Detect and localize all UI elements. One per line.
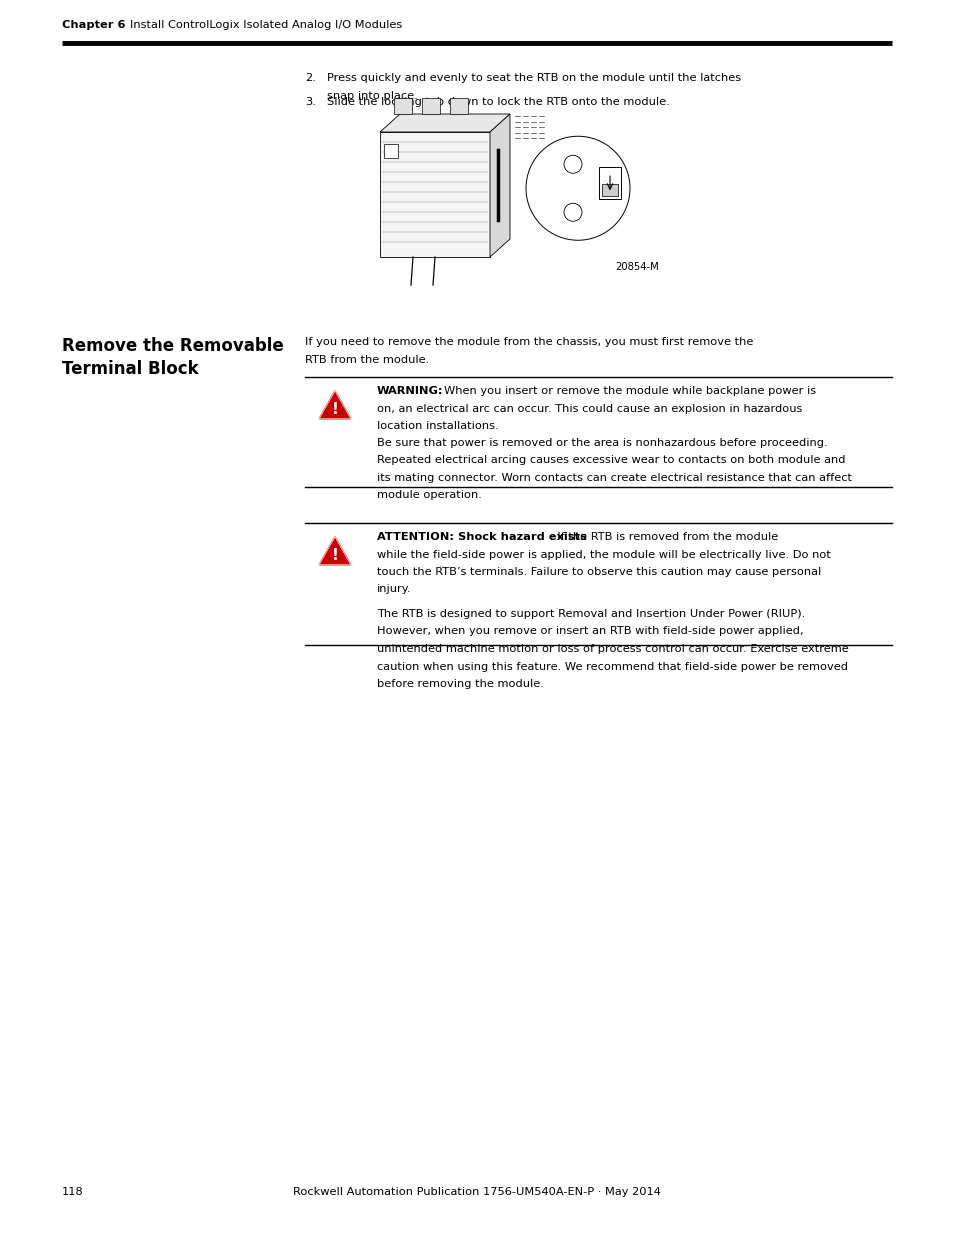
FancyBboxPatch shape <box>450 98 468 114</box>
Text: before removing the module.: before removing the module. <box>376 679 543 689</box>
Text: snap into place.: snap into place. <box>327 91 417 101</box>
Polygon shape <box>379 114 510 132</box>
Text: 20854-M: 20854-M <box>615 262 659 272</box>
FancyBboxPatch shape <box>421 98 439 114</box>
Text: 2.: 2. <box>305 73 315 83</box>
Text: module operation.: module operation. <box>376 490 481 500</box>
FancyBboxPatch shape <box>394 98 412 114</box>
Text: However, when you remove or insert an RTB with field-side power applied,: However, when you remove or insert an RT… <box>376 626 802 636</box>
Text: injury.: injury. <box>376 584 411 594</box>
Polygon shape <box>490 114 510 257</box>
Polygon shape <box>319 537 351 564</box>
Text: 3.: 3. <box>305 98 315 107</box>
Text: The RTB is designed to support Removal and Insertion Under Power (RIUP).: The RTB is designed to support Removal a… <box>376 609 804 619</box>
Text: caution when using this feature. We recommend that field-side power be removed: caution when using this feature. We reco… <box>376 662 847 672</box>
Text: Install ControlLogix Isolated Analog I/O Modules: Install ControlLogix Isolated Analog I/O… <box>130 20 402 30</box>
Text: Rockwell Automation Publication 1756-UM540A-EN-P · May 2014: Rockwell Automation Publication 1756-UM5… <box>293 1187 660 1197</box>
Text: When you insert or remove the module while backplane power is: When you insert or remove the module whi… <box>443 387 815 396</box>
Text: Slide the locking tab down to lock the RTB onto the module.: Slide the locking tab down to lock the R… <box>327 98 669 107</box>
Text: !: ! <box>332 548 338 563</box>
Text: WARNING:: WARNING: <box>376 387 443 396</box>
Text: Repeated electrical arcing causes excessive wear to contacts on both module and: Repeated electrical arcing causes excess… <box>376 456 844 466</box>
Text: on, an electrical arc can occur. This could cause an explosion in hazardous: on, an electrical arc can occur. This co… <box>376 404 801 414</box>
Text: its mating connector. Worn contacts can create electrical resistance that can af: its mating connector. Worn contacts can … <box>376 473 851 483</box>
Polygon shape <box>379 132 490 257</box>
Text: Press quickly and evenly to seat the RTB on the module until the latches: Press quickly and evenly to seat the RTB… <box>327 73 740 83</box>
Text: touch the RTB’s terminals. Failure to observe this caution may cause personal: touch the RTB’s terminals. Failure to ob… <box>376 567 821 577</box>
Text: ATTENTION: Shock hazard exists: ATTENTION: Shock hazard exists <box>376 532 586 542</box>
Polygon shape <box>319 390 351 419</box>
Text: Terminal Block: Terminal Block <box>62 359 198 378</box>
FancyBboxPatch shape <box>601 184 618 196</box>
Text: !: ! <box>332 403 338 417</box>
Text: 118: 118 <box>62 1187 84 1197</box>
Circle shape <box>525 136 629 241</box>
FancyBboxPatch shape <box>598 167 620 199</box>
Text: . If the RTB is removed from the module: . If the RTB is removed from the module <box>550 532 778 542</box>
Text: RTB from the module.: RTB from the module. <box>305 354 429 366</box>
Text: Remove the Removable: Remove the Removable <box>62 337 283 354</box>
Text: Be sure that power is removed or the area is nonhazardous before proceeding.: Be sure that power is removed or the are… <box>376 438 827 448</box>
Text: Chapter 6: Chapter 6 <box>62 20 126 30</box>
FancyBboxPatch shape <box>384 144 397 158</box>
Text: while the field-side power is applied, the module will be electrically live. Do : while the field-side power is applied, t… <box>376 550 830 559</box>
Text: If you need to remove the module from the chassis, you must first remove the: If you need to remove the module from th… <box>305 337 753 347</box>
Text: unintended machine motion or loss of process control can occur. Exercise extreme: unintended machine motion or loss of pro… <box>376 643 848 655</box>
Text: location installations.: location installations. <box>376 421 498 431</box>
